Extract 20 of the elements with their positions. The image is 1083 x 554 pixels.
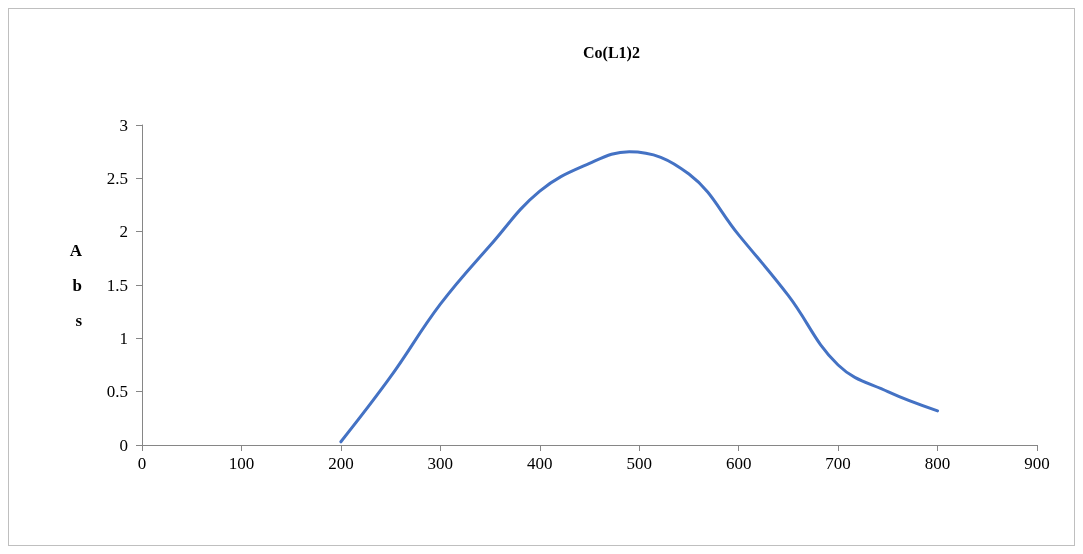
- y-tick-label: 1: [119, 328, 128, 348]
- x-tick-label: 300: [427, 454, 454, 473]
- x-tick-label: 0: [137, 454, 147, 473]
- y-tick-label: 1.5: [106, 275, 128, 295]
- x-tick-label: 800: [924, 454, 951, 473]
- x-tick-label: 700: [825, 454, 851, 473]
- x-tick-label: 200: [328, 454, 354, 473]
- x-tick-label: 600: [725, 454, 752, 473]
- x-tick-label: 400: [527, 454, 553, 473]
- x-tick-label: 500: [626, 454, 652, 473]
- y-tick-label: 3: [119, 115, 128, 135]
- line-series: [339, 150, 940, 444]
- y-tick-label: 2.5: [106, 168, 128, 188]
- y-tick-label: 2: [119, 222, 128, 242]
- chart-title: Co(L1)2: [583, 43, 640, 62]
- y-tick-label: 0: [119, 435, 128, 455]
- x-tick-label: 100: [228, 454, 255, 473]
- x-tick-label: 900: [1024, 454, 1050, 473]
- y-tick-label: 0.5: [106, 382, 128, 402]
- y-axis-title: Abs: [69, 240, 83, 330]
